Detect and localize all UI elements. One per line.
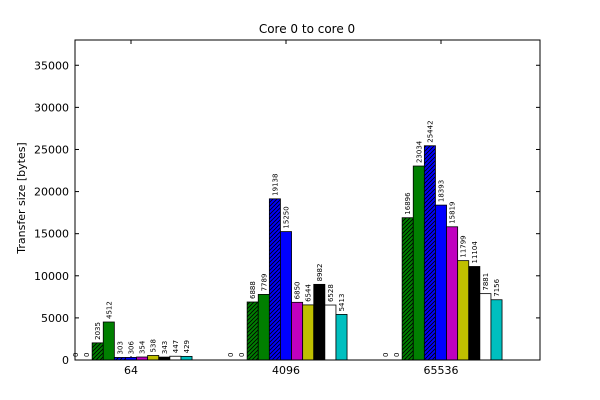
bar [468, 266, 481, 361]
bar [324, 304, 337, 361]
bar-hatch [92, 342, 104, 360]
data-label: 6528 [327, 284, 335, 302]
y-axis-label: Transfer size [bytes] [15, 142, 28, 254]
y-tick-label: 35000 [34, 59, 69, 72]
data-label: 7156 [493, 278, 501, 296]
data-label: 6544 [305, 284, 313, 302]
data-label: 354 [139, 340, 147, 354]
bar [169, 355, 182, 361]
bar-hatch [269, 198, 281, 360]
data-label: 16896 [404, 192, 412, 215]
data-label: 7789 [260, 274, 268, 292]
bar [291, 301, 304, 361]
data-label: 306 [128, 341, 136, 355]
x-tick-label: 64 [124, 364, 138, 377]
y-tick-label: 30000 [34, 101, 69, 114]
bar-hatch [424, 145, 436, 360]
bar [479, 293, 492, 361]
y-tick-label: 20000 [34, 186, 69, 199]
y-tick-label: 10000 [34, 270, 69, 283]
data-label: 18393 [438, 180, 446, 202]
y-tick-label: 15000 [34, 228, 69, 241]
data-label: 0 [83, 353, 91, 357]
chart-title: Core 0 to core 0 [259, 22, 355, 36]
data-label: 447 [172, 340, 180, 353]
plot-frame [74, 39, 541, 361]
data-label: 429 [183, 340, 191, 353]
data-label: 6888 [249, 281, 257, 299]
data-label: 11104 [471, 241, 479, 264]
bar [302, 304, 315, 361]
x-tick-label: 65536 [424, 364, 459, 377]
data-label: 7881 [482, 273, 490, 291]
bar [147, 355, 160, 361]
data-label: 343 [161, 341, 169, 354]
data-label: 11799 [460, 235, 468, 257]
bar [446, 226, 459, 361]
data-label: 0 [382, 353, 390, 357]
data-label: 15250 [283, 206, 291, 228]
bar [435, 204, 447, 361]
y-tick-label: 25000 [34, 143, 69, 156]
data-label: 303 [116, 341, 124, 354]
data-label: 23034 [415, 140, 423, 163]
data-label: 8982 [316, 264, 324, 282]
bar-hatch [402, 217, 414, 360]
bar [457, 260, 470, 361]
bar [280, 231, 292, 361]
bar-hatch [247, 301, 259, 360]
data-label: 0 [227, 353, 235, 357]
data-label: 15819 [449, 202, 457, 224]
data-label: 5413 [338, 294, 346, 312]
bar [102, 321, 115, 361]
data-label: 6850 [294, 281, 302, 299]
bar [490, 299, 503, 361]
data-label: 2035 [94, 322, 102, 340]
y-tick-label: 0 [62, 354, 69, 367]
y-tick-label: 5000 [41, 312, 69, 325]
bar [313, 283, 326, 361]
data-label: 0 [393, 353, 401, 357]
x-tick-label: 4096 [272, 364, 300, 377]
data-label: 4512 [105, 301, 113, 319]
bar [412, 165, 425, 361]
data-label: 538 [150, 339, 158, 352]
bar [180, 355, 193, 361]
bar [335, 314, 348, 361]
data-label: 19138 [271, 174, 279, 196]
data-label: 0 [72, 353, 80, 357]
bar [257, 294, 270, 361]
data-label: 25442 [426, 120, 434, 142]
bar-hatch [114, 357, 126, 360]
data-label: 0 [238, 353, 246, 357]
